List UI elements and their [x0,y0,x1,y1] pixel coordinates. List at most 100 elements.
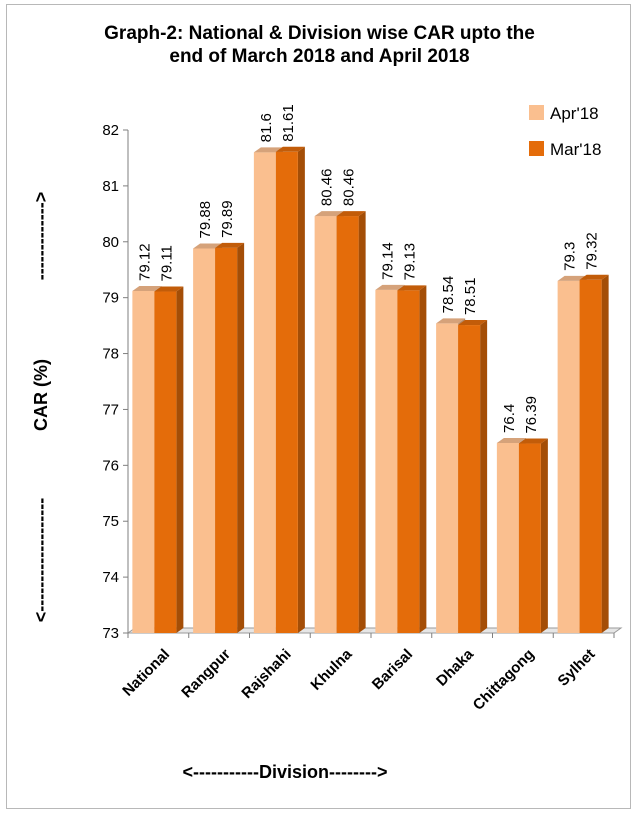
bar-front [436,323,459,633]
y-axis-title-group: CAR (%) -------------> <-----------------… [31,192,51,622]
bar-front [154,291,177,633]
y-tick-label: 79 [102,290,119,307]
y-axis-arrow-right: -------------> [31,192,51,280]
bar-front [314,216,337,633]
bar-top [397,285,427,291]
data-label: 79.32 [584,232,601,270]
category-label-dhaka: Dhaka [433,645,477,689]
category-label-rangpur: Rangpur [178,646,234,702]
data-label: 79.89 [219,200,236,238]
legend-label: Apr'18 [550,104,599,123]
bar-side [540,438,548,633]
category-label-rajshahi: Rajshahi [238,646,294,702]
bar-mar18-national [154,286,184,633]
bar-top [132,285,162,291]
data-label: 79.11 [158,245,175,281]
legend-item-mar18: Mar'18 [529,140,601,159]
bar-side [419,285,427,633]
bar-mar18-rangpur [215,242,245,634]
bar-mar18-sylhet [579,274,609,633]
category-label-barisal: Barisal [369,646,416,693]
data-label: 76.4 [501,404,518,433]
y-tick-label: 73 [102,625,119,642]
bar-mar18-chittagong [518,438,548,633]
bar-side [601,274,609,633]
data-label: 79.12 [136,243,153,281]
bar-top [436,318,466,324]
bar-side [237,242,245,634]
bar-top [557,275,587,281]
bar-front [496,442,519,633]
legend-label: Mar'18 [550,140,601,159]
data-label: 81.61 [280,104,297,142]
data-label: 79.88 [197,201,214,239]
bar-top [458,320,488,326]
category-label-sylhet: Sylhet [555,646,599,690]
bar-front [132,290,155,633]
y-tick-label: 82 [102,122,119,139]
y-tick-label: 74 [102,569,119,586]
bar-side [297,146,305,633]
data-label: 81.6 [258,113,275,142]
bar-front [215,247,238,634]
bar-front [458,325,481,633]
y-tick-label: 80 [102,234,119,251]
data-label: 80.46 [341,169,358,207]
legend-item-apr18: Apr'18 [529,104,599,123]
bar-front [518,443,541,633]
bar-top [314,211,344,217]
y-axis-title: CAR (%) [31,359,51,431]
bar-front [557,280,580,633]
y-tick-label: 77 [102,401,119,418]
bar-top [253,147,283,153]
y-axis-arrow-left: <------------------- [31,498,51,622]
y-tick-label: 75 [102,513,119,530]
bar-side [358,211,366,633]
bar-mar18-dhaka [458,320,488,633]
y-tick-label: 76 [102,457,119,474]
bar-mar18-barisal [397,285,427,633]
bar-top [518,438,548,444]
bars [132,146,609,634]
bar-top [496,437,526,443]
category-labels: National Rangpur Rajshahi Khulna Barisal Dhak… [119,645,598,713]
bar-mar18-khulna [336,211,366,633]
chart-title-line-2: end of March 2018 and April 2018 [169,46,470,67]
bar-top [275,146,305,152]
bar-front [193,248,216,634]
data-label: 78.54 [440,276,457,314]
y-tick-label: 81 [102,178,119,195]
x-axis-title: <-----------Division--------> [183,762,388,782]
bar-side [176,286,184,633]
category-label-khulna: Khulna [307,645,355,693]
bar-mar18-rajshahi [275,146,305,633]
bar-top [375,284,405,290]
legend-swatch [529,141,544,156]
data-label: 80.46 [319,169,336,207]
y-tick-label: 78 [102,346,119,363]
bar-side [480,320,488,633]
bar-top [579,274,609,280]
legend-swatch [529,105,544,120]
chart-title: Graph-2: National & Division wise CAR up… [0,22,639,68]
category-label-national: National [119,646,173,700]
data-label: 76.39 [523,396,540,434]
bar-front [375,289,398,633]
chart-title-line-1: Graph-2: National & Division wise CAR up… [104,23,535,44]
bar-front [579,279,602,633]
bar-front [275,151,298,633]
bar-front [336,216,359,633]
chart-frame [6,4,631,809]
data-label: 79.3 [562,242,579,271]
bar-top [154,286,184,292]
category-label-chittagong: Chittagong [470,646,538,714]
bar-front [253,152,276,633]
data-label: 79.14 [379,242,396,280]
data-label: 78.51 [462,278,479,316]
legend: Apr'18 Mar'18 [529,104,601,159]
bar-top [193,243,223,249]
bar-front [397,290,420,633]
data-label: 79.13 [401,243,418,281]
bar-top [215,242,245,248]
